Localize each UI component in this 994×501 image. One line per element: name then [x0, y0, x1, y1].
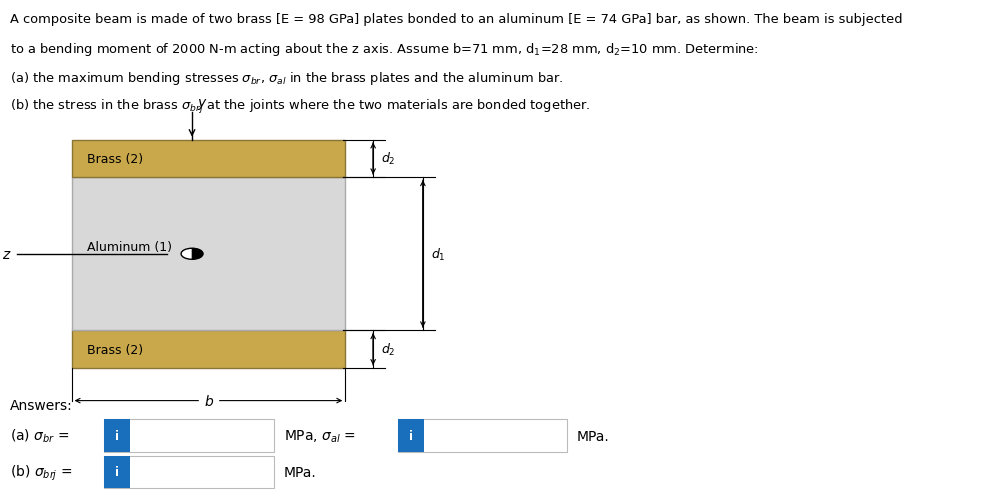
Text: to a bending moment of 2000 N-m acting about the z axis. Assume b=71 mm, d$_1$=2: to a bending moment of 2000 N-m acting a…	[10, 41, 757, 58]
FancyBboxPatch shape	[72, 178, 345, 331]
Text: (a) $\sigma_{br}$ =: (a) $\sigma_{br}$ =	[10, 427, 70, 444]
Text: y: y	[197, 96, 205, 110]
Text: MPa.: MPa.	[283, 465, 316, 479]
Text: i: i	[115, 429, 119, 442]
Text: MPa.: MPa.	[577, 429, 609, 443]
Text: (b) the stress in the brass $\sigma_{brj}$ at the joints where the two materials: (b) the stress in the brass $\sigma_{brj…	[10, 98, 589, 116]
Text: (b) $\sigma_{brj}$ =: (b) $\sigma_{brj}$ =	[10, 462, 73, 481]
FancyBboxPatch shape	[104, 456, 130, 488]
Text: i: i	[115, 465, 119, 478]
FancyBboxPatch shape	[104, 420, 130, 452]
Text: Brass (2): Brass (2)	[86, 153, 142, 165]
Text: $d_1$: $d_1$	[430, 246, 445, 263]
FancyBboxPatch shape	[104, 420, 273, 452]
Text: A composite beam is made of two brass [E = 98 GPa] plates bonded to an aluminum : A composite beam is made of two brass [E…	[10, 13, 902, 26]
Text: Aluminum (1): Aluminum (1)	[86, 240, 171, 253]
FancyBboxPatch shape	[72, 140, 345, 178]
FancyBboxPatch shape	[398, 420, 423, 452]
Text: $d_2$: $d_2$	[381, 151, 396, 167]
Text: $d_2$: $d_2$	[381, 341, 396, 357]
Wedge shape	[192, 249, 203, 260]
Text: i: i	[409, 429, 413, 442]
Text: Answers:: Answers:	[10, 398, 73, 412]
FancyBboxPatch shape	[104, 456, 273, 488]
FancyBboxPatch shape	[398, 420, 567, 452]
FancyBboxPatch shape	[72, 331, 345, 368]
Circle shape	[181, 249, 203, 260]
Text: (a) the maximum bending stresses $\sigma_{br}$, $\sigma_{al}$ in the brass plate: (a) the maximum bending stresses $\sigma…	[10, 70, 563, 87]
Text: MPa, $\sigma_{al}$ =: MPa, $\sigma_{al}$ =	[283, 428, 355, 444]
Text: z: z	[2, 247, 9, 261]
Text: b: b	[204, 394, 213, 408]
Text: Brass (2): Brass (2)	[86, 343, 142, 356]
